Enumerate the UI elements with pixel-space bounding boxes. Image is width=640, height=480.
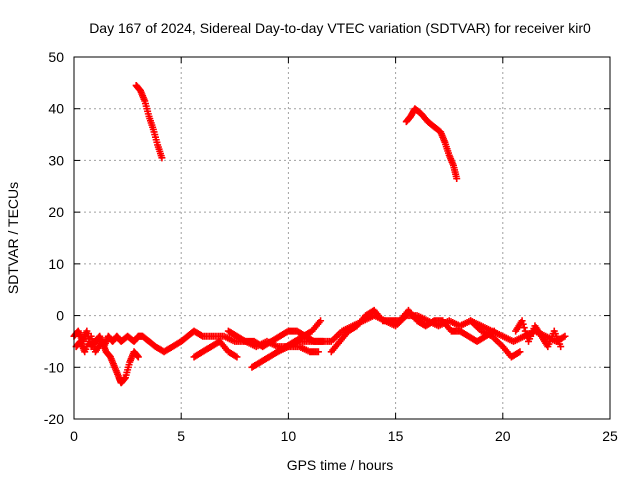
axis-ticks: 0 5 10 15 20 25 -20 -10 0 10 20 30 40 50 (44, 49, 618, 444)
data-point (561, 332, 569, 340)
x-tick-label: 15 (388, 428, 404, 444)
y-tick-label: -20 (44, 411, 64, 427)
data-points (70, 81, 569, 387)
series-arc-3 (132, 81, 166, 162)
y-axis-title: SDTVAR / TECUs (5, 182, 21, 294)
y-tick-label: 0 (56, 308, 64, 324)
x-axis-title: GPS time / hours (287, 457, 394, 473)
series-arc-9 (402, 105, 461, 183)
data-point (232, 352, 240, 360)
data-point (518, 317, 526, 325)
y-tick-label: 50 (48, 49, 64, 65)
data-point (453, 175, 461, 183)
data-point (134, 353, 142, 361)
y-tick-label: 20 (48, 204, 64, 220)
x-tick-label: 20 (495, 428, 511, 444)
series-arc-11 (512, 317, 565, 351)
data-point (557, 343, 565, 351)
data-point (522, 331, 530, 339)
series-arc-8 (327, 306, 498, 356)
data-point (521, 327, 529, 335)
x-tick-label: 5 (177, 428, 185, 444)
series-arc-1 (70, 327, 322, 356)
data-point (516, 348, 524, 356)
data-point (519, 320, 527, 328)
data-point (314, 348, 322, 356)
data-point (520, 324, 528, 332)
series-arc-4 (190, 337, 241, 361)
plot-frame (73, 56, 611, 420)
x-tick-label: 25 (602, 428, 618, 444)
data-point (233, 353, 241, 361)
x-tick-label: 0 (70, 428, 78, 444)
series-arc-2 (72, 332, 142, 387)
x-tick-label: 10 (281, 428, 297, 444)
data-point (197, 331, 205, 339)
data-point (515, 349, 523, 357)
grid (74, 57, 610, 419)
y-tick-label: 40 (48, 101, 64, 117)
data-point (158, 154, 166, 162)
data-point (317, 317, 325, 325)
y-tick-label: 10 (48, 256, 64, 272)
chart-title: Day 167 of 2024, Sidereal Day-to-day VTE… (89, 20, 591, 36)
data-point (560, 333, 568, 341)
y-tick-label: -10 (44, 359, 64, 375)
y-tick-label: 30 (48, 152, 64, 168)
